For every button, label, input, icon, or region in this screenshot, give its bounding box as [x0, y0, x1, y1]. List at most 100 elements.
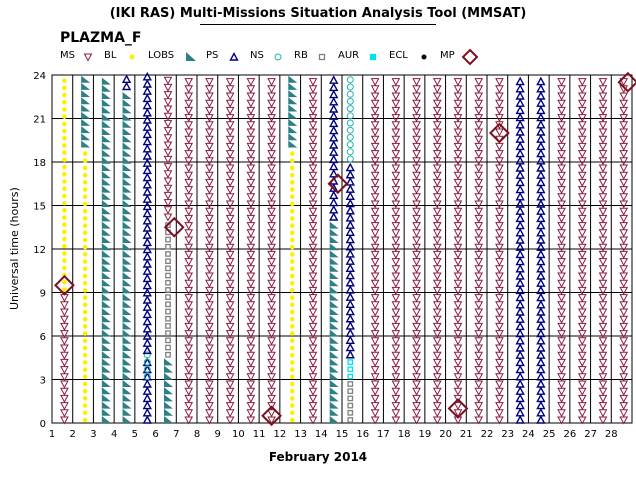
data-point-ps: [536, 98, 546, 107]
data-point-ms: [432, 366, 442, 375]
data-point-ps: [121, 74, 132, 83]
data-point-ms: [474, 214, 484, 223]
data-point-ms: [184, 229, 194, 238]
data-point-ms: [453, 135, 463, 144]
data-point-ms: [308, 142, 318, 151]
data-point-ms: [370, 78, 380, 87]
data-point-ms: [598, 106, 608, 115]
data-point-ms: [412, 171, 421, 180]
data-point-ps: [536, 328, 546, 338]
data-point-ms: [474, 337, 484, 346]
data-point-ms: [391, 99, 401, 108]
data-point-ms: [619, 366, 629, 375]
data-point-ps: [515, 400, 525, 410]
data-point-ms: [370, 409, 380, 418]
legend-marker-mp: [461, 48, 479, 66]
data-point-ms: [474, 78, 484, 87]
data-point-ps: [142, 393, 152, 403]
data-point-ps: [536, 127, 546, 136]
data-point-ms: [184, 85, 194, 94]
data-point-ms: [495, 402, 504, 411]
data-point-ms: [184, 394, 194, 403]
data-point-ps: [142, 400, 152, 410]
data-point-ps: [515, 350, 525, 359]
data-point-lobs: [329, 408, 339, 416]
data-point-rb: [165, 323, 171, 329]
y-tick-label: 24: [33, 71, 46, 82]
data-point-lobs: [122, 99, 132, 107]
data-point-ms: [308, 164, 318, 173]
data-point-ms: [184, 135, 194, 144]
data-point-ms: [577, 358, 587, 367]
data-point-ms: [432, 308, 442, 317]
data-point-ms: [246, 279, 256, 288]
data-point-ms: [225, 142, 235, 151]
data-point-ms: [184, 243, 194, 252]
data-point-ps: [345, 212, 355, 222]
data-point-bl: [62, 85, 67, 91]
data-point-lobs: [122, 164, 132, 171]
data-point-bl: [289, 201, 295, 207]
data-point-ms: [432, 236, 442, 245]
data-point-ms: [432, 387, 442, 396]
x-tick-label: 9: [215, 429, 221, 440]
data-point-ms: [225, 178, 235, 187]
data-point-lobs: [101, 380, 111, 387]
data-point-ms: [60, 301, 69, 310]
data-point-ms: [163, 191, 173, 200]
data-point-ns: [346, 126, 354, 134]
data-point-lobs: [101, 207, 111, 215]
x-tick-label: 25: [543, 429, 556, 440]
data-point-ms: [619, 344, 629, 353]
data-point-ps: [515, 379, 525, 388]
data-point-ms: [598, 387, 608, 396]
data-point-ms: [205, 358, 214, 367]
data-point-bl: [82, 208, 88, 214]
data-point-ps: [142, 386, 152, 395]
data-point-ms: [60, 387, 69, 396]
data-point-ms: [619, 214, 629, 223]
y-tick-label: 6: [40, 332, 46, 343]
data-point-ps: [536, 148, 546, 158]
data-point-ms: [453, 322, 463, 331]
data-point-ms: [474, 135, 484, 144]
data-point-lobs: [122, 192, 132, 200]
data-point-ms: [391, 150, 401, 159]
data-point-ns: [346, 105, 354, 113]
data-point-ms: [577, 142, 587, 151]
data-point-ps: [329, 168, 339, 178]
data-point-ms: [370, 351, 380, 360]
data-point-ms: [495, 171, 504, 180]
data-point-ms: [412, 250, 421, 259]
data-point-ms: [267, 294, 276, 303]
data-point-lobs: [122, 142, 132, 150]
data-point-ps: [515, 249, 525, 259]
data-point-ms: [267, 337, 276, 346]
x-axis-label: February 2014: [268, 450, 368, 464]
data-point-lobs: [164, 387, 173, 395]
data-point-lobs: [101, 336, 111, 344]
data-point-ps: [142, 331, 152, 340]
data-point-bl: [62, 229, 67, 235]
data-point-ms: [598, 178, 608, 187]
data-point-ms: [619, 337, 629, 346]
data-point-lobs: [329, 329, 339, 337]
data-point-ms: [598, 358, 608, 367]
data-point-ps: [536, 91, 546, 100]
data-point-ms: [391, 409, 401, 418]
data-point-ps: [142, 215, 152, 225]
x-tick-label: 10: [232, 429, 245, 440]
data-point-ns: [346, 112, 354, 120]
data-point-ps: [142, 194, 152, 203]
data-point-ms: [495, 106, 504, 115]
data-point-ms: [557, 99, 566, 108]
data-point-ms: [163, 141, 173, 150]
data-point-ms: [453, 337, 463, 346]
data-point-ms: [184, 178, 194, 187]
data-point-lobs: [101, 221, 111, 229]
data-point-bl: [289, 180, 295, 185]
data-point-ms: [205, 394, 214, 403]
y-tick-label: 15: [33, 202, 46, 213]
data-point-ms: [391, 279, 401, 288]
